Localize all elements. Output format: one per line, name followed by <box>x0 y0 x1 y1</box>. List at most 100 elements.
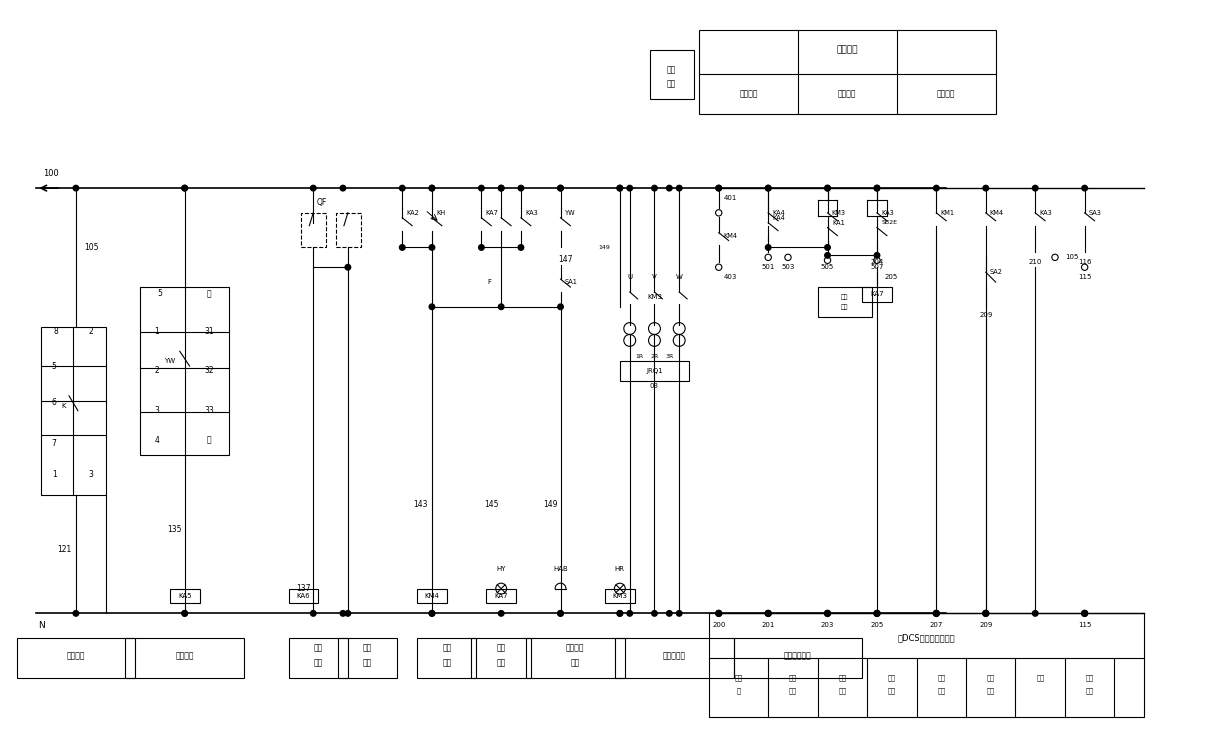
Bar <box>141 287 229 455</box>
Circle shape <box>667 185 673 191</box>
Circle shape <box>73 185 79 191</box>
Text: 207: 207 <box>930 622 943 628</box>
Text: 进DCS系统联锁或报警: 进DCS系统联锁或报警 <box>898 634 955 643</box>
Text: KM3: KM3 <box>647 294 662 300</box>
Circle shape <box>429 245 435 250</box>
Text: KA7: KA7 <box>870 291 884 297</box>
Circle shape <box>182 611 188 616</box>
Bar <box>288 638 348 677</box>
Text: 进高压柜: 进高压柜 <box>836 45 858 54</box>
Text: 5: 5 <box>158 290 162 299</box>
Circle shape <box>498 304 504 309</box>
Bar <box>650 50 694 99</box>
Circle shape <box>479 245 484 250</box>
Text: KA3: KA3 <box>1039 210 1052 216</box>
Circle shape <box>766 185 771 191</box>
Text: 105: 105 <box>84 243 98 252</box>
Bar <box>336 213 361 247</box>
Circle shape <box>341 185 345 191</box>
Text: SA3: SA3 <box>1088 210 1102 216</box>
Text: QF: QF <box>316 199 326 207</box>
Circle shape <box>400 245 405 250</box>
Circle shape <box>558 185 564 191</box>
Text: 星点: 星点 <box>442 643 451 652</box>
Text: 135: 135 <box>167 525 182 534</box>
Circle shape <box>310 185 316 191</box>
Circle shape <box>1082 611 1087 616</box>
Text: U: U <box>627 274 633 280</box>
Text: 205: 205 <box>885 274 898 280</box>
Text: KA2: KA2 <box>406 210 419 216</box>
Text: HAB: HAB <box>553 566 568 572</box>
Text: 401: 401 <box>724 195 737 201</box>
Text: KA3: KA3 <box>881 210 893 216</box>
Text: 149: 149 <box>598 245 610 250</box>
Bar <box>338 638 398 677</box>
Text: 故障报警: 故障报警 <box>566 643 584 652</box>
Text: 状态: 状态 <box>937 687 945 694</box>
Circle shape <box>400 185 405 191</box>
Text: 2R: 2R <box>651 354 658 359</box>
Text: 505: 505 <box>821 265 834 270</box>
Text: 信号: 信号 <box>364 658 372 668</box>
Text: 指示: 指示 <box>571 658 581 668</box>
Text: KA6: KA6 <box>297 593 310 599</box>
Circle shape <box>182 185 188 191</box>
Circle shape <box>429 185 435 191</box>
Text: 3: 3 <box>155 406 160 415</box>
Text: 试验: 试验 <box>364 643 372 652</box>
Text: 起动: 起动 <box>987 674 995 681</box>
Circle shape <box>716 185 721 191</box>
Bar <box>471 638 531 677</box>
Text: KA4: KA4 <box>772 210 785 216</box>
Circle shape <box>933 611 939 616</box>
Circle shape <box>519 245 524 250</box>
Text: 2: 2 <box>155 366 160 374</box>
Circle shape <box>874 253 880 258</box>
Circle shape <box>429 304 435 309</box>
Text: 501: 501 <box>761 265 774 270</box>
Text: 147: 147 <box>559 255 573 264</box>
Text: 1: 1 <box>155 327 160 336</box>
Text: 起动: 起动 <box>314 643 322 652</box>
Text: 合闸: 合闸 <box>1086 687 1093 694</box>
Circle shape <box>983 611 989 616</box>
Text: 备妥: 备妥 <box>1036 674 1045 681</box>
Circle shape <box>429 185 435 191</box>
Circle shape <box>558 611 564 616</box>
Text: KA7: KA7 <box>494 593 508 599</box>
Circle shape <box>1033 185 1037 191</box>
Text: 过载: 过载 <box>497 658 505 668</box>
Text: V: V <box>652 274 657 280</box>
Circle shape <box>874 611 880 616</box>
Circle shape <box>652 185 657 191</box>
Circle shape <box>345 265 350 270</box>
Circle shape <box>676 185 682 191</box>
Text: 跳闸联锁: 跳闸联锁 <box>837 90 857 99</box>
Bar <box>619 361 690 381</box>
Text: 137: 137 <box>296 584 310 593</box>
Circle shape <box>345 611 350 616</box>
Text: 105: 105 <box>1065 254 1079 260</box>
Text: 3R: 3R <box>665 354 674 359</box>
Circle shape <box>617 185 623 191</box>
Text: 液温过高: 液温过高 <box>176 652 194 661</box>
Circle shape <box>766 185 771 191</box>
Text: 允许: 允许 <box>789 674 797 681</box>
Circle shape <box>498 185 504 191</box>
Text: 507: 507 <box>870 265 884 270</box>
Circle shape <box>983 185 989 191</box>
Bar <box>605 589 635 603</box>
Circle shape <box>617 185 623 191</box>
Text: 115: 115 <box>1077 274 1091 280</box>
Text: 加热器控制: 加热器控制 <box>663 652 686 661</box>
Bar <box>614 638 733 677</box>
Text: 210: 210 <box>1029 259 1042 265</box>
Circle shape <box>429 611 435 616</box>
Bar <box>417 638 476 677</box>
Text: SA2: SA2 <box>990 269 1002 275</box>
Text: 03: 03 <box>650 383 659 389</box>
Circle shape <box>627 185 633 191</box>
Text: 故障: 故障 <box>888 687 896 694</box>
Circle shape <box>182 185 188 191</box>
